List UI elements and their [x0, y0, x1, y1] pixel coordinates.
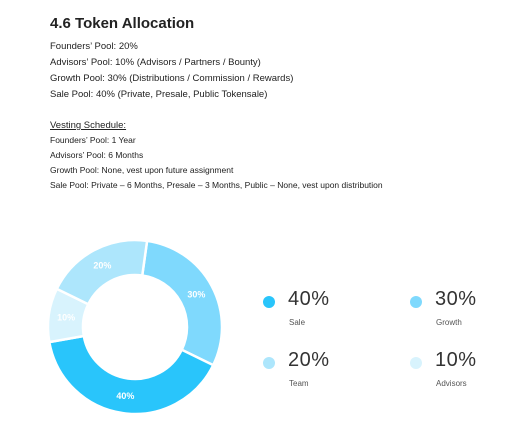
pool-line-advisors: Advisors’ Pool: 10% (Advisors / Partners…: [50, 57, 261, 68]
donut-label-advisors: 10%: [57, 312, 75, 322]
section-heading: 4.6 Token Allocation: [50, 15, 195, 32]
vesting-title: Vesting Schedule:: [50, 120, 127, 131]
legend-label-sale: Sale: [289, 318, 306, 327]
pool-line-founders: Founders’ Pool: 20%: [50, 41, 138, 52]
legend-percent-advisors: 10%: [435, 349, 477, 371]
donut-chart: 30% 40% 10% 20%: [46, 238, 224, 416]
legend-dot-sale: [263, 296, 275, 308]
pool-line-sale: Sale Pool: 40% (Private, Presale, Public…: [50, 89, 268, 100]
legend-dot-advisors: [410, 357, 422, 369]
donut-slice-sale: [47, 334, 215, 416]
pool-list: Founders’ Pool: 20% Advisors’ Pool: 10% …: [50, 39, 293, 103]
legend-label-team: Team: [289, 379, 309, 388]
legend-dot-team: [263, 357, 275, 369]
legend-percent-team: 20%: [288, 349, 330, 371]
donut-label-growth: 30%: [187, 289, 205, 299]
donut-label-team: 20%: [93, 261, 111, 271]
donut-label-sale: 40%: [116, 391, 134, 401]
legend-percent-sale: 40%: [288, 288, 330, 310]
pool-line-growth: Growth Pool: 30% (Distributions / Commis…: [50, 73, 294, 84]
legend-dot-growth: [410, 296, 422, 308]
donut-slice-team: [55, 238, 149, 306]
legend-percent-growth: 30%: [435, 288, 477, 310]
vesting-line-growth: Growth Pool: None, vest upon future assi…: [50, 165, 234, 175]
vesting-schedule: Vesting Schedule: Founders’ Pool: 1 Year…: [50, 118, 383, 193]
vesting-line-founders: Founders’ Pool: 1 Year: [50, 135, 136, 145]
vesting-line-sale: Sale Pool: Private – 6 Months, Presale –…: [50, 180, 383, 190]
donut-slice-growth: [140, 239, 224, 367]
legend-label-advisors: Advisors: [436, 379, 467, 388]
legend-label-growth: Growth: [436, 318, 462, 327]
vesting-line-advisors: Advisors’ Pool: 6 Months: [50, 150, 144, 160]
